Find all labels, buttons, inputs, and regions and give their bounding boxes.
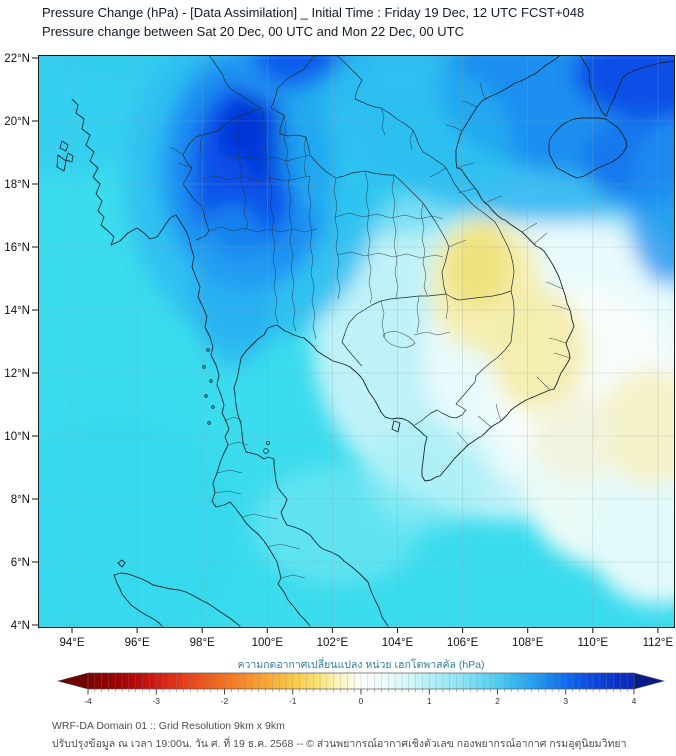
- svg-text:16°N: 16°N: [4, 242, 30, 254]
- svg-text:4: 4: [632, 696, 637, 706]
- longitude-axis: 94°E 96°E 98°E 100°E 102°E 104°E 106°E 108°E 110…: [59, 628, 674, 649]
- svg-text:22°N: 22°N: [4, 53, 30, 65]
- svg-text:6°N: 6°N: [11, 557, 30, 569]
- latitude-axis: 22°N 20°N 18°N 16°N 14°N 12°N 10°N 8°N 6°N 4°N: [4, 53, 38, 632]
- svg-text:-4: -4: [84, 696, 92, 706]
- map-plot: [38, 55, 675, 628]
- svg-text:-3: -3: [152, 696, 160, 706]
- svg-text:14°N: 14°N: [4, 305, 30, 317]
- small-islands: [202, 348, 270, 454]
- svg-text:104°E: 104°E: [382, 637, 414, 649]
- svg-text:12°N: 12°N: [4, 368, 30, 380]
- coastlines: [56, 55, 675, 627]
- svg-text:2: 2: [495, 696, 500, 706]
- figure-subtitle: Pressure change between Sat 20 Dec, 00 U…: [42, 24, 464, 39]
- svg-text:-2: -2: [221, 696, 229, 706]
- svg-text:94°E: 94°E: [59, 637, 84, 649]
- colorbar: ความกดอากาศเปลี่ยนแปลง หน่วย เฮกโตพาสคัล…: [56, 657, 666, 706]
- svg-text:102°E: 102°E: [317, 637, 349, 649]
- svg-text:110°E: 110°E: [577, 637, 608, 649]
- svg-text:10°N: 10°N: [4, 431, 30, 443]
- svg-text:98°E: 98°E: [190, 637, 215, 649]
- province-borders: [169, 82, 571, 579]
- svg-text:-1: -1: [289, 696, 297, 706]
- svg-text:4°N: 4°N: [11, 620, 30, 632]
- footer-update-credit: ปรับปรุงข้อมูล ณ เวลา 19:00น. วัน ศ. ที่…: [52, 736, 626, 750]
- svg-text:1: 1: [427, 696, 432, 706]
- colorbar-label: ความกดอากาศเปลี่ยนแปลง หน่วย เฮกโตพาสคัล…: [237, 657, 484, 671]
- svg-text:100°E: 100°E: [252, 637, 284, 649]
- svg-text:106°E: 106°E: [447, 637, 479, 649]
- svg-text:96°E: 96°E: [125, 637, 150, 649]
- svg-text:18°N: 18°N: [4, 179, 30, 191]
- graticule: [38, 55, 675, 628]
- footer-domain-info: WRF-DA Domain 01 :: Grid Resolution 9km …: [52, 720, 285, 732]
- svg-text:112°E: 112°E: [643, 637, 674, 649]
- svg-text:20°N: 20°N: [4, 116, 30, 128]
- figure-title: Pressure Change (hPa) - [Data Assimilati…: [42, 5, 584, 20]
- colorbar-segments: [94, 673, 628, 689]
- pressure-field-blobs: [38, 55, 675, 628]
- svg-text:8°N: 8°N: [11, 494, 30, 506]
- map-frame: [38, 55, 675, 628]
- colorbar-ticks: -4 -3 -2 -1 0 1 2 3 4: [84, 689, 637, 706]
- svg-text:3: 3: [563, 696, 568, 706]
- svg-text:108°E: 108°E: [512, 637, 544, 649]
- svg-text:0: 0: [359, 696, 364, 706]
